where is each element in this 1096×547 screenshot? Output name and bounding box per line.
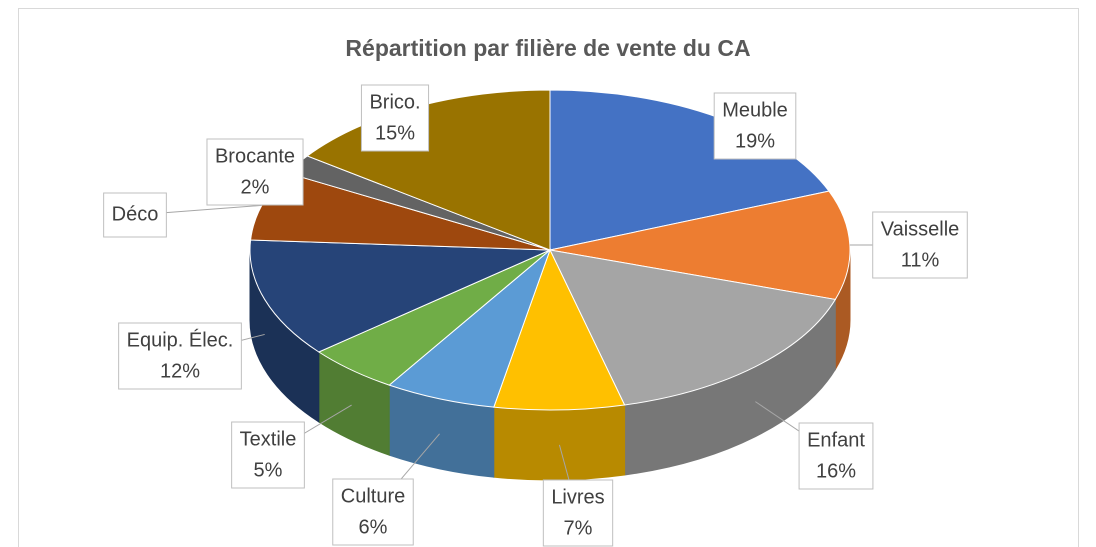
data-label-name: Meuble xyxy=(722,99,788,121)
slice-side xyxy=(493,404,626,481)
data-label-name: Déco xyxy=(112,203,159,225)
chart-title: Répartition par filière de vente du CA xyxy=(345,35,750,61)
label-box xyxy=(798,422,874,490)
data-label-value: 12% xyxy=(160,360,200,382)
data-label-name: Textile xyxy=(240,428,297,450)
data-label-name: Culture xyxy=(341,485,405,507)
data-label-name: Brocante xyxy=(215,145,295,167)
data-label-value: 6% xyxy=(359,516,388,538)
data-label-name: Brico. xyxy=(369,91,420,113)
data-label-name: Vaisselle xyxy=(881,218,960,240)
data-label-value: 11% xyxy=(901,249,940,271)
label-box xyxy=(360,84,430,152)
data-labels: Meuble 19% Vaisselle 11% Enfant 16% Livres 7% Cu… xyxy=(103,84,968,547)
label-box xyxy=(872,211,968,279)
pie-tops xyxy=(249,89,851,411)
data-label-value: 7% xyxy=(564,517,593,539)
label-box xyxy=(103,192,167,238)
slice xyxy=(493,248,626,411)
slice xyxy=(549,249,837,406)
data-label-value: 19% xyxy=(735,130,775,152)
label-box xyxy=(542,479,614,547)
label-box xyxy=(231,421,305,489)
slice xyxy=(549,190,851,300)
data-label-name: Livres xyxy=(551,486,604,508)
slice xyxy=(249,239,551,353)
label-box xyxy=(206,138,304,206)
data-label-value: 5% xyxy=(254,459,283,481)
data-label-value: 2% xyxy=(241,176,270,198)
data-label-name: Enfant xyxy=(807,429,865,451)
data-label-value: 15% xyxy=(375,122,415,144)
data-label-name: Equip. Élec. xyxy=(127,328,234,351)
label-box xyxy=(332,478,414,546)
label-box xyxy=(118,322,242,390)
data-label-value: 16% xyxy=(816,460,856,482)
label-box xyxy=(713,92,797,160)
